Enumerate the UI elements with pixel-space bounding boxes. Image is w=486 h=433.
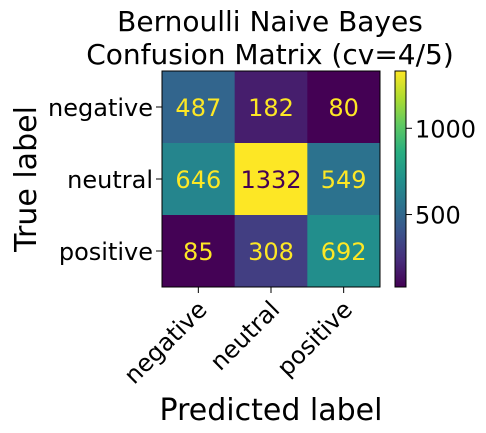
colorbar (394, 70, 407, 288)
x-tick-label-positive: positive (272, 295, 358, 381)
heatmap-cell-2-0 (162, 215, 236, 288)
cell-value-2-0: 85 (183, 238, 214, 266)
cell-value-1-2: 549 (321, 166, 367, 194)
heatmap-cell-1-0 (162, 143, 236, 216)
cell-value-1-0: 646 (175, 166, 221, 194)
chart-title-line-1: Bernoulli Naive Bayes (117, 5, 423, 38)
heatmap-cell-0-0 (162, 71, 236, 144)
heatmap-cell-1-2 (307, 143, 381, 216)
colorbar-tick-label-500: 500 (415, 202, 461, 230)
y-axis-title: True label (9, 106, 44, 253)
heatmap-cell-0-2 (307, 71, 381, 144)
cell-value-2-2: 692 (321, 238, 367, 266)
x-tick-label-negative: negative (119, 295, 213, 389)
heatmap-cell-2-2 (307, 215, 381, 288)
heatmap-cell-1-1 (234, 143, 308, 216)
y-tick-label-positive: positive (59, 238, 153, 266)
y-tick-label-neutral: neutral (67, 166, 153, 194)
y-tick-label-negative: negative (48, 94, 153, 122)
cell-value-0-0: 487 (175, 94, 221, 122)
chart-title-line-2: Confusion Matrix (cv=4/5) (86, 38, 454, 71)
heatmap-cell-0-1 (234, 71, 308, 144)
heatmap-cell-2-1 (234, 215, 308, 288)
colorbar-tick-label-1000: 1000 (415, 115, 476, 143)
heatmap-cells: 487 182 80 646 1332 549 85 308 692 (162, 71, 381, 288)
x-axis-title: Predicted label (160, 393, 383, 428)
cell-value-0-2: 80 (328, 94, 359, 122)
colorbar-ticks: 500 1000 (406, 115, 476, 230)
y-axis-ticks: negative neutral positive (48, 94, 162, 266)
cell-value-2-1: 308 (248, 238, 294, 266)
cell-value-0-1: 182 (248, 94, 294, 122)
cell-value-1-1: 1332 (240, 166, 301, 194)
